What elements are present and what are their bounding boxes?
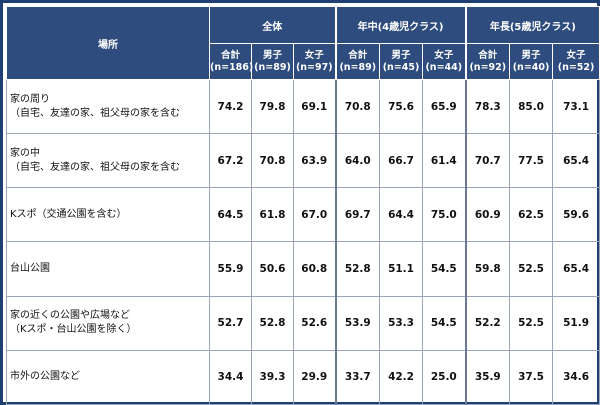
table-cell: 63.9: [292, 133, 337, 189]
table-cell: 54.5: [422, 241, 467, 297]
table-row: 家の周り （自宅、友達の家、祖父母の家を含む 74.2 79.8 69.1 70.8 75.…: [6, 78, 600, 135]
row-label: Kスポ（交通公園を含む）: [6, 187, 210, 243]
table-cell: 70.7: [464, 133, 511, 189]
row-label-line1: 家の中: [10, 147, 40, 159]
table-cell: 66.7: [379, 133, 424, 189]
table-cell: 37.5: [509, 349, 554, 405]
table-cell: 62.5: [509, 187, 554, 243]
subcolumn-header: 女子 (n=97): [292, 43, 337, 80]
group-header-all: 全体: [208, 6, 337, 44]
table-row: 家の近くの公園や広場など （Kスポ・台山公園を除く） 52.7 52.8 52.6 53.…: [6, 295, 600, 351]
table-cell: 25.0: [422, 349, 467, 405]
survey-table: 場所 全体 年中(4歳児クラス) 年長(5歳児クラス) 合計 (n=186) 男子…: [6, 6, 600, 405]
subcolumn-header: 女子 (n=52): [552, 43, 600, 80]
table-cell: 60.8: [292, 241, 337, 297]
table-cell: 51.9: [552, 295, 600, 351]
table-cell: 75.0: [422, 187, 467, 243]
table-cell: 59.6: [552, 187, 600, 243]
table-cell: 59.8: [464, 241, 511, 297]
table-cell: 70.8: [334, 78, 381, 135]
table-cell: 85.0: [509, 78, 554, 135]
group-header-nenchu: 年中(4歳児クラス): [334, 6, 467, 44]
table-cell: 34.4: [209, 349, 252, 405]
table-cell: 34.6: [552, 349, 600, 405]
table-body: 家の周り （自宅、友達の家、祖父母の家を含む 74.2 79.8 69.1 70.8 75.…: [6, 78, 600, 405]
table-cell: 35.9: [464, 349, 511, 405]
table-cell: 64.4: [379, 187, 424, 243]
row-label: 家の周り （自宅、友達の家、祖父母の家を含む: [6, 78, 210, 135]
subcolumn-header: 合計 (n=89): [334, 43, 381, 80]
table-cell: 42.2: [379, 349, 424, 405]
table-cell: 55.9: [209, 241, 252, 297]
table-cell: 61.8: [251, 187, 294, 243]
subcolumn-header: 合計 (n=186): [209, 43, 253, 80]
table-cell: 64.5: [209, 187, 252, 243]
table-cell: 51.1: [379, 241, 424, 297]
subcolumn-header: 女子 (n=44): [422, 43, 467, 80]
table-cell: 29.9: [292, 349, 337, 405]
row-label-line1: 市外の公園など: [10, 371, 80, 383]
table-cell: 65.4: [552, 133, 600, 189]
table-cell: 65.9: [422, 78, 467, 135]
row-label-line2: （Kスポ・台山公園を除く）: [10, 324, 137, 336]
row-label-line1: 家の周り: [10, 93, 50, 105]
subcolumn-header: 男子 (n=40): [509, 43, 554, 80]
table-cell: 52.8: [251, 295, 294, 351]
row-label: 市外の公園など: [6, 349, 210, 405]
subcolumn-header: 男子 (n=89): [251, 43, 294, 80]
row-label: 台山公園: [6, 241, 210, 297]
table-cell: 69.7: [334, 187, 381, 243]
table-row: 家の中 （自宅、友達の家、祖父母の家を含む 67.2 70.8 63.9 64.0 66.7…: [6, 133, 600, 189]
table-row: Kスポ（交通公園を含む） 64.5 61.8 67.0 69.7 64.4 75.0 60.9…: [6, 187, 600, 243]
table-cell: 64.0: [334, 133, 381, 189]
table-cell: 52.7: [209, 295, 252, 351]
table-cell: 61.4: [422, 133, 467, 189]
subcolumn-header: 合計 (n=92): [464, 43, 511, 80]
table-cell: 69.1: [292, 78, 337, 135]
table-cell: 75.6: [379, 78, 424, 135]
table-cell: 52.5: [509, 241, 554, 297]
table-cell: 74.2: [209, 78, 252, 135]
table-cell: 52.5: [509, 295, 554, 351]
row-label-line2: （自宅、友達の家、祖父母の家を含む: [10, 161, 180, 173]
table-cell: 60.9: [464, 187, 511, 243]
row-label-line1: Kスポ（交通公園を含む）: [10, 208, 127, 220]
group-header-nencho: 年長(5歳児クラス): [464, 6, 600, 44]
table-cell: 54.5: [422, 295, 467, 351]
table-row: 市外の公園など 34.4 39.3 29.9 33.7 42.2 25.0 35.9 37.5 3…: [6, 349, 600, 405]
table-cell: 39.3: [251, 349, 294, 405]
table-cell: 52.6: [292, 295, 337, 351]
table-cell: 65.4: [552, 241, 600, 297]
table-cell: 52.2: [464, 295, 511, 351]
table-cell: 53.9: [334, 295, 381, 351]
place-column-header: 場所: [6, 6, 210, 80]
table-cell: 67.2: [209, 133, 252, 189]
row-label: 家の近くの公園や広場など （Kスポ・台山公園を除く）: [6, 295, 210, 351]
subcolumn-header: 男子 (n=45): [379, 43, 424, 80]
table-row: 台山公園 55.9 50.6 60.8 52.8 51.1 54.5 59.8 52.5 65.4: [6, 241, 600, 297]
table-cell: 50.6: [251, 241, 294, 297]
table-cell: 73.1: [552, 78, 600, 135]
table-cell: 79.8: [251, 78, 294, 135]
table-cell: 77.5: [509, 133, 554, 189]
table-cell: 53.3: [379, 295, 424, 351]
row-label-line1: 台山公園: [10, 263, 50, 275]
row-label-line1: 家の近くの公園や広場など: [10, 310, 130, 322]
row-label-line2: （自宅、友達の家、祖父母の家を含む: [10, 107, 180, 119]
table-cell: 52.8: [334, 241, 381, 297]
table-cell: 67.0: [292, 187, 337, 243]
table-cell: 70.8: [251, 133, 294, 189]
row-label: 家の中 （自宅、友達の家、祖父母の家を含む: [6, 133, 210, 189]
table-cell: 78.3: [464, 78, 511, 135]
table-cell: 33.7: [334, 349, 381, 405]
